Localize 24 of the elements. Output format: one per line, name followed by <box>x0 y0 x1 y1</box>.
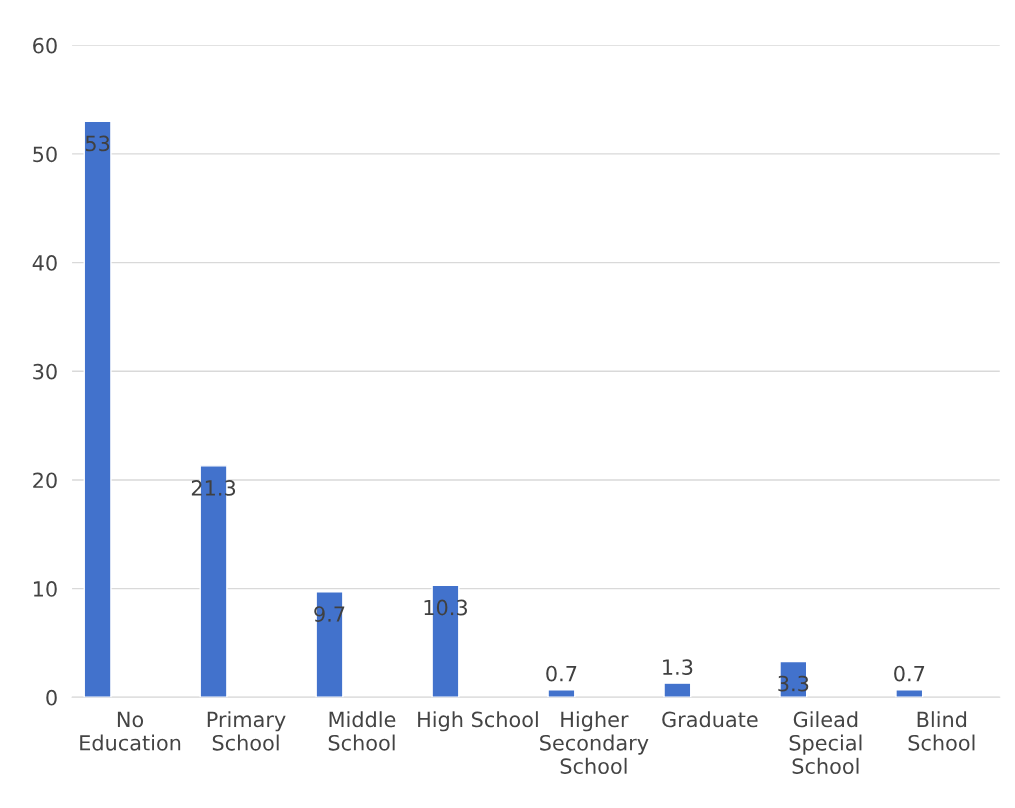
x-tick-label: High School <box>418 711 538 732</box>
x-tick-label: No Education <box>80 711 181 751</box>
bar <box>663 682 692 698</box>
x-tick-label: Graduate <box>662 711 758 728</box>
bar <box>895 689 924 698</box>
data-label: 53 <box>85 135 110 152</box>
data-label: 0.7 <box>546 665 577 682</box>
x-tick-label: Blind School <box>908 711 975 751</box>
y-tick-label: 30 <box>33 363 57 380</box>
y-tick-label: 20 <box>33 472 57 489</box>
x-tick-label: Middle School <box>328 711 396 751</box>
x-tick-label: Gilead Special School <box>789 711 862 774</box>
x-tick-label: Higher Secondary School <box>540 711 649 774</box>
y-tick-label: 10 <box>33 581 57 597</box>
y-tick-label: 0 <box>46 689 57 706</box>
data-label: 1.3 <box>663 659 693 675</box>
bar <box>315 591 344 698</box>
data-label: 0.7 <box>894 665 925 682</box>
x-tick-label: Primary School <box>207 711 286 751</box>
y-tick-label: 40 <box>32 255 57 271</box>
y-tick-label: 50 <box>33 146 57 163</box>
bar <box>83 120 112 698</box>
bar <box>547 689 576 698</box>
y-tick-label: 60 <box>33 37 57 54</box>
